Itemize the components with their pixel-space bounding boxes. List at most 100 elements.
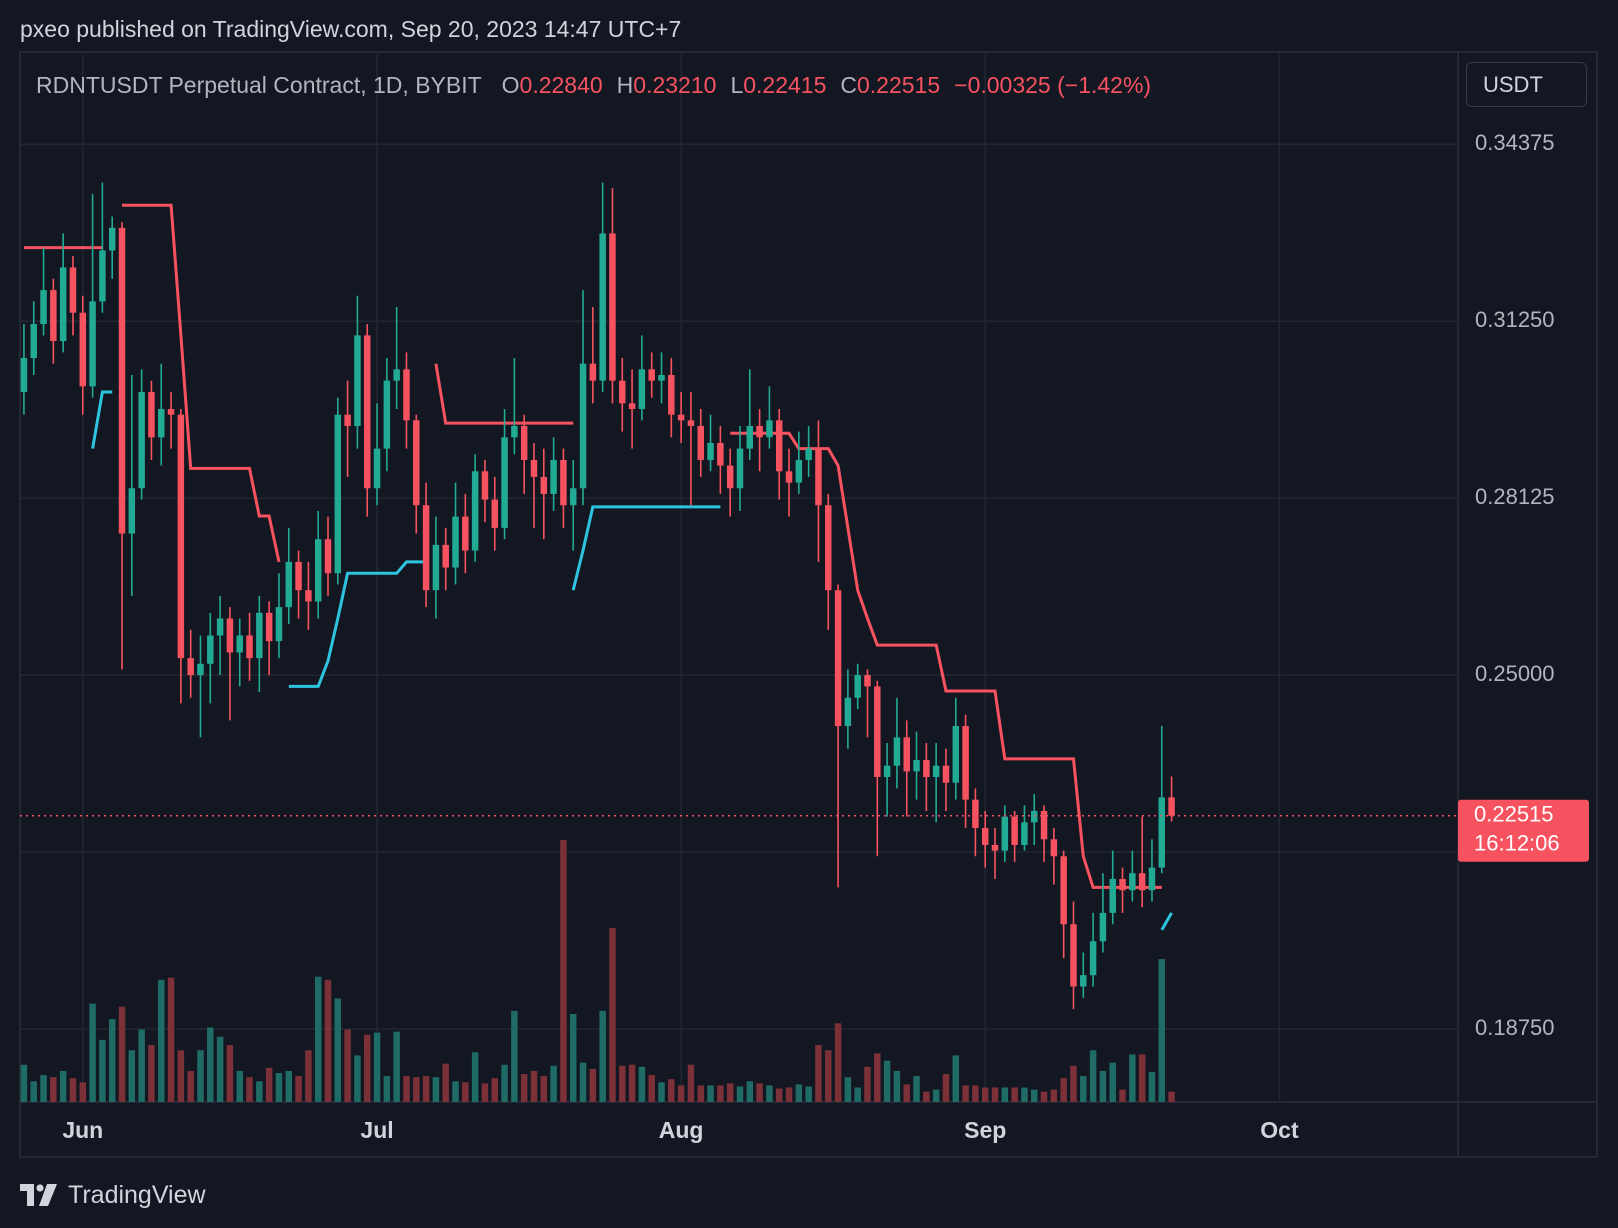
volume-bar: [923, 1091, 930, 1102]
countdown-label: 16:12:06: [1474, 831, 1560, 856]
volume-bar: [942, 1074, 950, 1102]
volume-bar: [314, 976, 322, 1102]
y-tick-label: 0.18750: [1475, 1015, 1555, 1040]
volume-bar: [295, 1076, 302, 1102]
volume-bar: [697, 1085, 704, 1102]
volume-bar: [844, 1077, 852, 1102]
ohlc-value: 0.23210: [633, 72, 717, 98]
x-tick-label: Sep: [964, 1117, 1006, 1143]
candle-body: [560, 459, 567, 506]
volume-bar: [1138, 1054, 1146, 1102]
volume-bar: [236, 1070, 243, 1102]
candle-body: [1148, 867, 1156, 891]
volume-bar: [187, 1070, 194, 1102]
candle-body: [462, 516, 469, 551]
volume-bar: [99, 1039, 106, 1102]
candle-body: [1060, 856, 1067, 925]
ohlc-value: 0.22415: [743, 72, 827, 98]
x-tick-label: Jun: [62, 1117, 103, 1143]
volume-bar: [1158, 959, 1166, 1102]
volume-bar: [285, 1070, 293, 1102]
candle-body: [1021, 822, 1028, 845]
candle-body: [834, 590, 842, 727]
candle-body: [177, 414, 185, 659]
volume-bar: [69, 1078, 77, 1102]
tradingview-logo: [20, 1184, 57, 1206]
candle-body: [314, 539, 322, 602]
volume-bar: [736, 1086, 744, 1102]
volume-bar: [913, 1076, 920, 1102]
candle-body: [726, 465, 734, 489]
candle-body: [1031, 810, 1038, 823]
candle-body: [932, 765, 940, 778]
candle-body: [40, 290, 47, 325]
volume-bar: [864, 1066, 871, 1102]
volume-bar: [785, 1087, 793, 1102]
ohlc-key: H: [616, 72, 634, 98]
chart-frame: [19, 51, 1598, 1158]
candle-body: [540, 476, 548, 494]
volume-bar: [550, 1065, 557, 1102]
volume-bar: [530, 1070, 538, 1102]
symbol: RDNTUSDT Perpetual Contract, 1D, BYBIT: [36, 72, 482, 98]
candle-body: [1050, 839, 1058, 857]
x-tick-label: Oct: [1260, 1117, 1299, 1143]
volume-bar: [677, 1085, 685, 1102]
candle-body: [854, 675, 861, 698]
last-price-label: 0.22515: [1474, 802, 1554, 827]
candle-body: [265, 612, 273, 642]
candle-body: [1040, 810, 1048, 840]
candle-body: [99, 250, 106, 302]
volume-bar: [756, 1083, 763, 1102]
candle-body: [118, 227, 126, 534]
candle-body: [393, 369, 400, 381]
candle-body: [1001, 816, 1009, 851]
candle-body: [501, 437, 508, 528]
volume-bar: [805, 1086, 812, 1102]
volume-bar: [1001, 1087, 1009, 1102]
volume-bar: [1119, 1089, 1126, 1102]
volume-bar: [981, 1087, 989, 1102]
change: −0.00325 (−1.42%): [954, 72, 1152, 98]
candle-body: [167, 408, 175, 415]
candle-body: [128, 488, 136, 534]
candle-body: [1070, 924, 1077, 987]
candle-body: [520, 425, 528, 460]
y-tick-label: 0.34375: [1475, 130, 1555, 155]
footer-brand: TradingView: [68, 1180, 206, 1209]
candle-body: [619, 380, 626, 404]
currency-button[interactable]: USDT: [1466, 62, 1587, 107]
volume-bar: [1060, 1078, 1067, 1102]
volume-bar: [501, 1064, 508, 1102]
candle-body: [550, 459, 557, 494]
candle-body: [609, 233, 616, 381]
volume-bar: [1031, 1089, 1038, 1102]
volume-bar: [275, 1073, 283, 1102]
candle-body: [569, 488, 577, 506]
volume-bar: [491, 1078, 498, 1102]
candle-body: [403, 369, 410, 421]
candle-body: [50, 290, 57, 342]
volume-bar: [687, 1064, 695, 1102]
volume-bar: [874, 1053, 881, 1102]
volume-bar: [442, 1063, 449, 1102]
volume-bar: [118, 1006, 126, 1102]
candle-body: [108, 227, 116, 251]
volume-bar: [108, 1019, 116, 1102]
candle-body: [677, 414, 685, 421]
candle-body: [295, 561, 302, 591]
volume-bar: [766, 1085, 773, 1102]
candle-body: [893, 737, 901, 766]
volume-bar: [854, 1087, 861, 1102]
volume-bar: [413, 1077, 420, 1102]
y-tick-label: 0.25000: [1475, 661, 1555, 686]
volume-bar: [903, 1084, 910, 1102]
volume-bar: [795, 1084, 803, 1102]
candle-body: [187, 658, 194, 676]
candle-body: [903, 737, 910, 772]
candle-body: [717, 442, 724, 466]
volume-bar: [207, 1027, 214, 1102]
candle-body: [923, 760, 930, 778]
volume-bar: [952, 1055, 960, 1102]
volume-bar: [1050, 1089, 1058, 1102]
